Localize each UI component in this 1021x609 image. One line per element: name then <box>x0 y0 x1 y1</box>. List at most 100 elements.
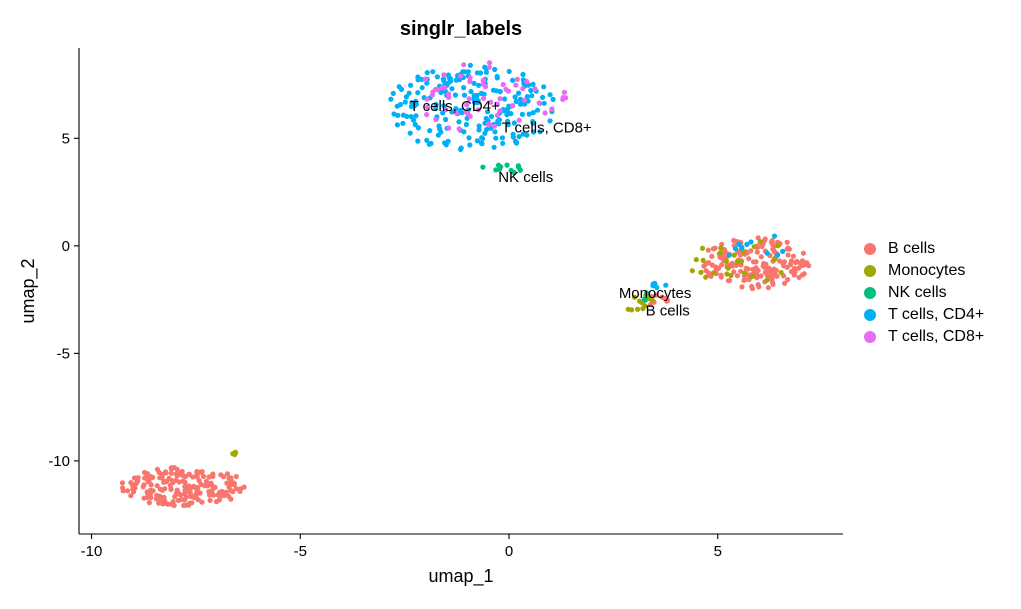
data-point-3 <box>641 296 648 302</box>
data-point-1 <box>648 301 654 308</box>
data-point-1 <box>125 488 131 494</box>
data-point-2 <box>775 243 781 249</box>
data-point-4 <box>508 111 514 117</box>
data-point-5 <box>516 117 522 123</box>
y-axis-label: umap_2 <box>18 258 39 323</box>
data-point-1 <box>145 492 151 499</box>
data-point-4 <box>433 105 439 112</box>
data-point-1 <box>156 500 162 506</box>
data-point-4 <box>397 101 404 108</box>
data-point-2 <box>232 449 238 455</box>
data-point-1 <box>765 268 772 274</box>
data-point-4 <box>461 92 468 98</box>
data-point-1 <box>154 492 160 499</box>
cluster-annotation: NK cells <box>498 169 553 186</box>
data-point-4 <box>524 132 530 138</box>
data-point-4 <box>449 109 455 115</box>
data-point-4 <box>424 137 430 143</box>
data-point-5 <box>424 112 430 118</box>
data-point-1 <box>734 273 741 279</box>
data-point-4 <box>449 86 455 92</box>
data-point-1 <box>796 274 802 280</box>
data-point-1 <box>119 480 125 486</box>
data-point-1 <box>804 260 810 266</box>
chart-title: singlr_labels <box>400 18 522 40</box>
data-point-5 <box>520 86 526 92</box>
data-point-2 <box>749 273 755 280</box>
data-point-1 <box>141 482 147 488</box>
data-point-1 <box>188 492 194 498</box>
data-point-2 <box>640 306 646 312</box>
data-point-5 <box>521 97 528 103</box>
data-point-4 <box>459 110 465 116</box>
data-point-2 <box>742 270 748 276</box>
data-point-5 <box>467 113 473 119</box>
data-point-1 <box>791 269 797 275</box>
data-point-4 <box>452 92 458 98</box>
y-tick-label: 0 <box>62 238 70 255</box>
data-point-4 <box>402 99 408 105</box>
legend-label: NK cells <box>888 284 947 301</box>
data-point-1 <box>230 489 236 495</box>
data-point-1 <box>754 272 760 278</box>
data-point-5 <box>458 73 464 79</box>
data-point-1 <box>170 499 176 505</box>
data-point-4 <box>524 94 531 100</box>
data-point-5 <box>424 96 430 102</box>
data-point-2 <box>724 271 730 277</box>
data-point-2 <box>703 274 709 280</box>
data-point-4 <box>732 246 739 252</box>
data-point-2 <box>698 269 704 275</box>
data-point-1 <box>183 502 189 508</box>
data-point-4 <box>436 123 442 129</box>
data-point-1 <box>709 253 715 259</box>
data-point-1 <box>726 277 733 284</box>
data-point-5 <box>453 110 459 116</box>
data-point-1 <box>150 474 156 480</box>
cluster-annotation: T cells, CD4+ <box>410 98 500 115</box>
data-point-1 <box>774 273 780 279</box>
data-point-2 <box>757 239 763 245</box>
data-point-4 <box>410 117 417 123</box>
data-point-4 <box>771 233 778 239</box>
data-point-2 <box>723 258 730 264</box>
data-point-3 <box>515 163 521 169</box>
data-point-2 <box>728 272 734 279</box>
data-point-4 <box>541 84 547 90</box>
data-point-5 <box>486 64 492 70</box>
cluster-annotations: T cells, CD4+T cells, CD8+ NK cells Monocy… <box>410 98 692 319</box>
data-point-4 <box>491 144 497 150</box>
data-point-5 <box>486 60 493 66</box>
data-point-4 <box>390 90 396 96</box>
data-point-4 <box>774 252 781 258</box>
data-point-4 <box>483 115 489 122</box>
data-point-4 <box>537 129 543 135</box>
data-point-4 <box>445 72 451 78</box>
data-point-1 <box>738 268 744 274</box>
data-point-1 <box>729 262 736 268</box>
data-point-4 <box>744 241 750 247</box>
data-point-5 <box>497 96 503 102</box>
data-point-1 <box>755 235 761 241</box>
data-point-5 <box>467 78 473 85</box>
data-point-1 <box>799 260 805 267</box>
data-points <box>119 60 812 509</box>
data-point-5 <box>561 89 568 95</box>
data-point-4 <box>477 70 484 76</box>
data-point-5 <box>503 86 509 92</box>
data-point-4 <box>409 100 415 106</box>
data-point-4 <box>764 250 770 256</box>
data-point-4 <box>531 129 537 135</box>
data-point-4 <box>488 113 495 120</box>
data-point-1 <box>784 239 790 245</box>
data-point-2 <box>635 306 641 312</box>
data-point-1 <box>233 486 239 492</box>
data-point-1 <box>770 242 776 248</box>
data-point-1 <box>174 466 180 472</box>
data-point-1 <box>777 258 783 264</box>
data-point-4 <box>526 111 532 117</box>
data-point-1 <box>781 259 788 265</box>
data-point-4 <box>663 282 669 288</box>
data-point-5 <box>461 62 467 68</box>
data-point-5 <box>514 76 520 82</box>
